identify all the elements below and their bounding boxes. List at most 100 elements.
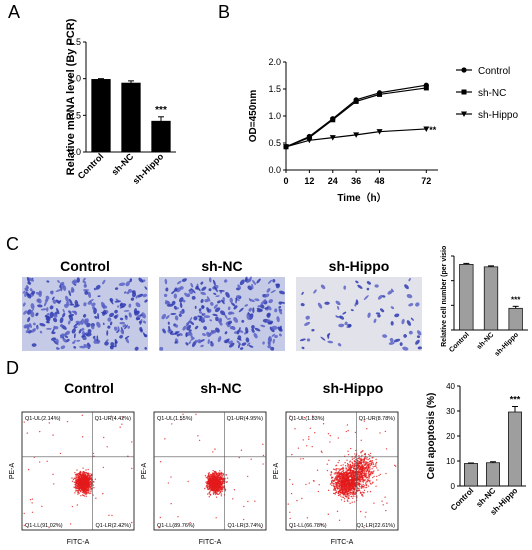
flow-event xyxy=(209,484,212,486)
flow-event xyxy=(317,490,320,493)
stained-cell xyxy=(134,310,140,316)
flow-event xyxy=(332,492,335,495)
flow-event xyxy=(330,482,333,484)
flow-event xyxy=(87,483,89,486)
flow-event xyxy=(238,456,240,459)
flow-event xyxy=(357,487,360,489)
flow-event xyxy=(329,435,332,437)
flow-event xyxy=(301,497,303,500)
stained-cell xyxy=(65,295,69,303)
flow-event xyxy=(365,470,368,473)
x-tick-label: 0 xyxy=(283,176,288,186)
flow-event xyxy=(212,469,214,472)
flow-event xyxy=(346,499,349,501)
flow-event xyxy=(167,482,170,484)
flow-event xyxy=(340,478,342,480)
flow-event xyxy=(332,484,334,486)
stained-cell xyxy=(390,306,395,310)
flow-event xyxy=(373,475,375,478)
stained-cell xyxy=(406,320,412,326)
flow-event xyxy=(211,483,213,485)
flow-event xyxy=(365,472,367,475)
flow-event xyxy=(218,477,220,479)
flow-event xyxy=(209,486,211,489)
flow-event xyxy=(76,489,78,491)
stained-cell xyxy=(107,325,111,329)
flow-event xyxy=(346,483,349,486)
flow-event xyxy=(217,477,219,479)
stained-cell xyxy=(105,339,109,343)
stained-cell xyxy=(227,306,231,311)
flow-event xyxy=(394,464,396,467)
flow-event xyxy=(302,457,304,460)
flow-event xyxy=(213,493,215,495)
y-axis-label: OD=450nm xyxy=(248,90,259,143)
micrograph-sh-nc xyxy=(159,276,286,351)
stained-cell xyxy=(199,311,203,314)
flow-event xyxy=(369,454,371,457)
quadrant-label-ll: Q1-LL(66.78%) xyxy=(289,523,327,529)
flow-event xyxy=(352,497,354,499)
flow-event xyxy=(221,488,223,490)
stained-cell xyxy=(268,299,274,304)
stained-cell xyxy=(68,298,73,305)
flow-event xyxy=(338,519,341,522)
flow-event xyxy=(80,478,82,481)
y-tick-label: 2.0 xyxy=(268,57,281,67)
flow-event xyxy=(364,474,367,477)
stained-cell xyxy=(252,307,255,314)
flow-event xyxy=(362,485,364,488)
flow-event xyxy=(131,521,133,524)
flow-event xyxy=(346,477,349,479)
stained-cell xyxy=(201,286,207,291)
stained-cell xyxy=(31,343,37,347)
flow-event xyxy=(208,496,210,498)
stained-cell xyxy=(225,291,230,298)
series-line-sh-hippo xyxy=(285,128,427,148)
flow-event xyxy=(343,484,345,486)
flow-event xyxy=(216,474,218,477)
stained-cell xyxy=(46,307,49,312)
flow-event xyxy=(348,495,350,497)
flow-event xyxy=(354,453,356,455)
flow-event xyxy=(332,468,335,470)
flow-event xyxy=(77,476,80,478)
stained-cell xyxy=(82,289,90,291)
flow-event xyxy=(330,471,333,473)
stained-cell xyxy=(215,295,220,297)
flow-event xyxy=(351,466,353,468)
flow-event xyxy=(361,454,363,457)
stained-cell xyxy=(301,291,304,295)
stained-cell xyxy=(320,284,326,290)
stained-cell xyxy=(85,332,92,337)
flow-event xyxy=(333,480,336,482)
flow-event xyxy=(335,473,337,475)
stained-cell xyxy=(276,316,280,323)
stained-cell xyxy=(164,278,168,285)
flow-event xyxy=(221,485,224,488)
stained-cell xyxy=(251,328,255,333)
stained-cell xyxy=(270,289,276,294)
stained-cell xyxy=(238,329,244,333)
flow-event xyxy=(372,466,374,468)
flow-event xyxy=(81,484,84,486)
stained-cell xyxy=(202,313,206,316)
flow-event xyxy=(111,514,113,517)
flow-event xyxy=(345,488,348,490)
flow-event xyxy=(306,517,309,519)
flow-event xyxy=(369,463,371,465)
flow-event xyxy=(350,480,352,483)
flow-event xyxy=(370,462,373,465)
flow-event xyxy=(262,443,264,446)
stained-cell xyxy=(97,295,101,298)
stained-cell xyxy=(210,301,214,306)
flow-event xyxy=(214,493,217,496)
flow-event xyxy=(215,491,217,494)
flow-event xyxy=(375,458,377,461)
stained-cell xyxy=(82,280,87,284)
flow-event xyxy=(354,431,357,434)
stained-cell xyxy=(402,346,409,351)
flow-event xyxy=(77,472,80,475)
stained-cell xyxy=(188,316,193,323)
